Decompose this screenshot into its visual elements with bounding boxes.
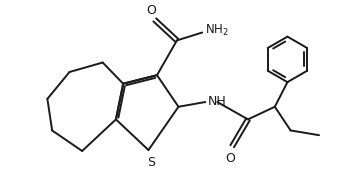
Text: O: O xyxy=(146,4,156,17)
Text: NH: NH xyxy=(208,95,226,108)
Text: O: O xyxy=(226,152,236,165)
Text: NH$_2$: NH$_2$ xyxy=(205,23,228,39)
Text: S: S xyxy=(147,156,155,169)
